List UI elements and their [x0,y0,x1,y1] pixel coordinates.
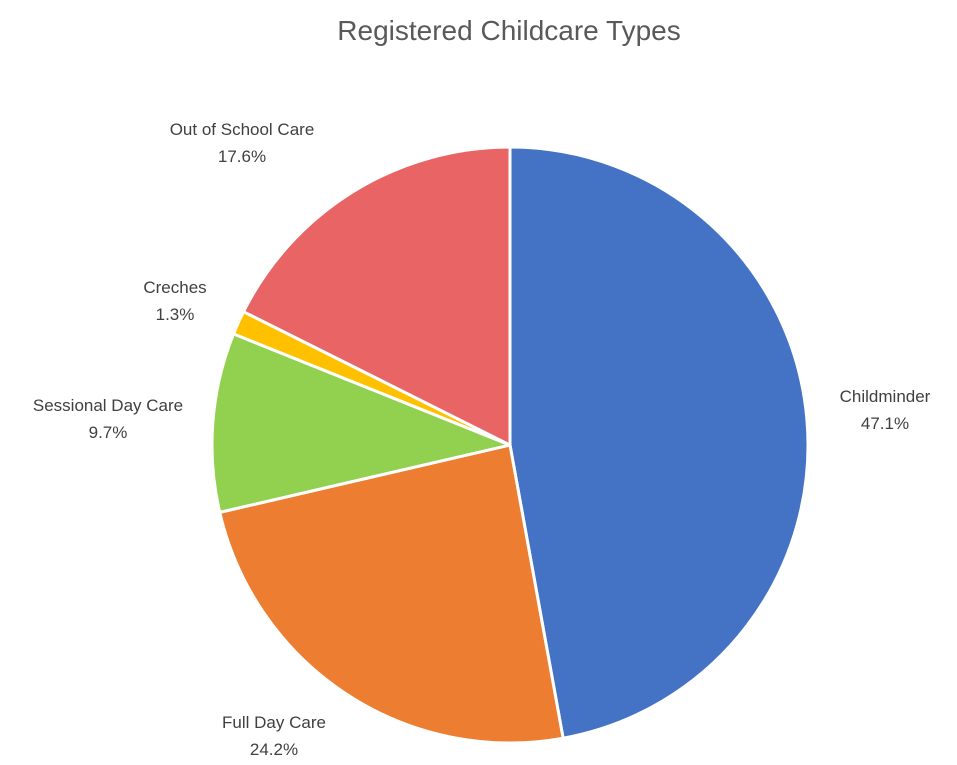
pie-slice-sessional-day-care [210,332,512,514]
pie-slice-out-of-school-care [241,145,512,447]
data-label-name: Out of School Care [170,120,315,139]
pie-slice-full-day-care [218,443,565,745]
data-label-value: 24.2% [250,740,298,759]
data-label-value: 47.1% [861,414,909,433]
pie-slices [210,145,810,745]
data-label-name: Creches [143,278,206,297]
data-label-name: Childminder [840,387,931,406]
data-label-value: 17.6% [218,147,266,166]
chart-title: Registered Childcare Types [337,15,680,46]
data-label-value: 1.3% [156,305,195,324]
pie-slice-childminder [508,145,810,740]
data-label-value: 9.7% [89,423,128,442]
data-label-name: Full Day Care [222,713,326,732]
pie-data-labels: Childminder 47.1% Full Day Care 24.2% Sessio… [33,120,931,759]
data-label-name: Sessional Day Care [33,396,183,415]
